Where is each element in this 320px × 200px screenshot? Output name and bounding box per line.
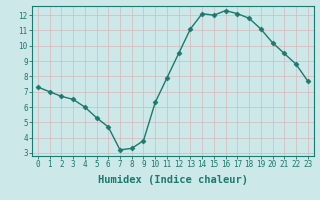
X-axis label: Humidex (Indice chaleur): Humidex (Indice chaleur): [98, 175, 248, 185]
